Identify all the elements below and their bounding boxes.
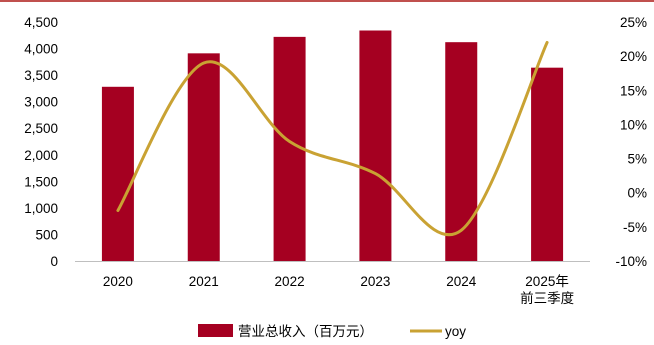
right-axis: -10% -5% 0% 5% 10% 15% 20% 25% <box>615 15 647 269</box>
legend-line-label: yoy <box>445 324 466 339</box>
revenue-bar <box>101 86 134 261</box>
top-rule <box>0 0 654 2</box>
right-tick-label: 5% <box>627 152 647 167</box>
left-tick-label: 500 <box>35 227 58 242</box>
revenue-bar <box>359 30 392 262</box>
x-tick-label: 2023 <box>360 274 390 289</box>
left-tick-label: 1,000 <box>24 201 58 216</box>
revenue-bar <box>187 53 220 261</box>
right-tick-label: -5% <box>623 220 647 235</box>
right-tick-label: 25% <box>620 15 647 30</box>
right-tick-label: -10% <box>615 254 647 269</box>
right-tick-label: 0% <box>627 186 647 201</box>
legend-bar-label: 营业总收入（百万元） <box>238 324 373 339</box>
x-tick-label: 2024 <box>446 274 477 289</box>
left-tick-label: 0 <box>50 254 58 269</box>
left-tick-label: 4,500 <box>24 15 58 30</box>
left-tick-label: 4,000 <box>24 42 58 57</box>
x-tick-label: 2022 <box>275 274 305 289</box>
revenue-bar <box>445 42 478 261</box>
legend: 营业总收入（百万元） yoy <box>198 324 466 339</box>
left-tick-label: 3,000 <box>24 95 58 110</box>
revenue-bar <box>531 67 564 261</box>
left-tick-label: 3,500 <box>24 68 58 83</box>
left-tick-label: 2,000 <box>24 148 58 163</box>
right-tick-label: 20% <box>620 49 647 64</box>
legend-bar-swatch <box>198 324 233 337</box>
left-tick-label: 2,500 <box>24 121 58 136</box>
left-tick-label: 1,500 <box>24 174 58 189</box>
x-axis: 2020 2021 2022 2023 2024 2025年前三季度 <box>103 274 574 306</box>
x-tick-label: 2020 <box>103 274 133 289</box>
right-tick-label: 15% <box>620 83 647 98</box>
x-tick-label: 2021 <box>189 274 219 289</box>
revenue-bars <box>101 30 564 262</box>
x-tick-label: 2025年前三季度 <box>520 274 574 306</box>
yoy-line <box>116 40 549 237</box>
right-tick-label: 10% <box>620 117 647 132</box>
left-axis: 0 500 1,000 1,500 2,000 2,500 3,000 3,500 4,000 4… <box>24 15 58 269</box>
